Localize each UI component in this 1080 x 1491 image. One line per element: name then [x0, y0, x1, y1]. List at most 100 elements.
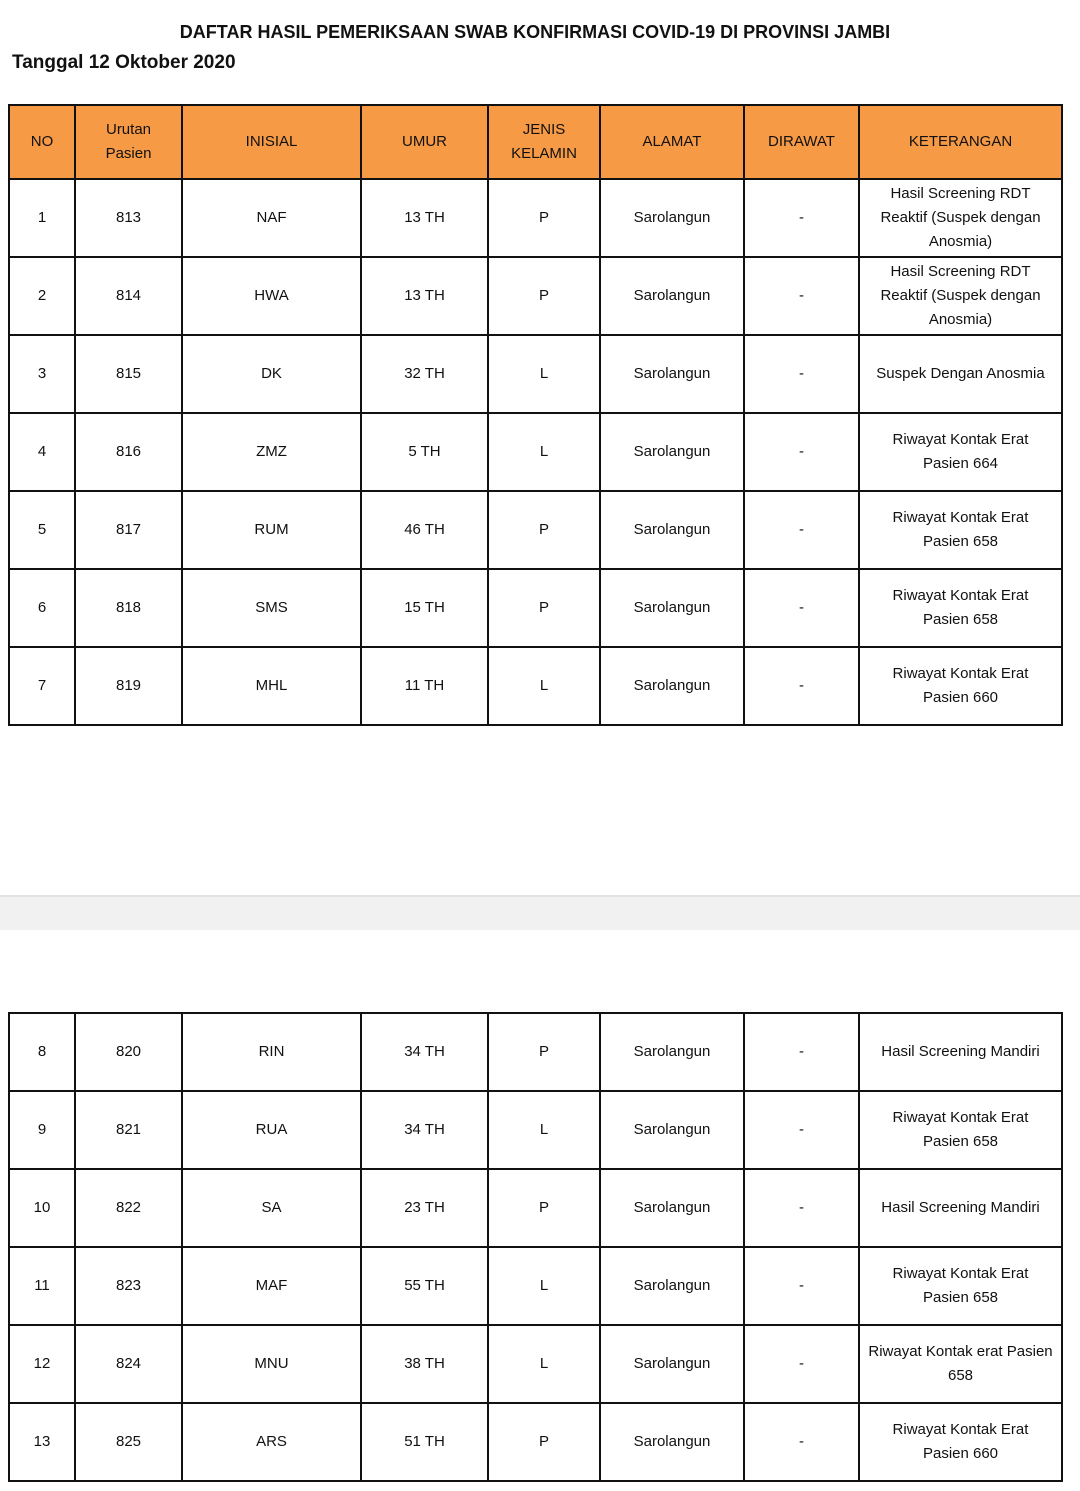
column-header-umur: UMUR: [360, 104, 489, 180]
cell-alamat: Sarolangun: [599, 178, 745, 258]
cell-jenis-kelamin: P: [487, 256, 601, 336]
cell-dirawat: -: [743, 178, 860, 258]
table-row: 13 825 ARS 51 TH P Sarolangun - Riwayat Kontak …: [8, 1402, 1063, 1482]
cell-inisial: SA: [181, 1168, 362, 1248]
cell-umur: 13 TH: [360, 178, 489, 258]
cell-alamat: Sarolangun: [599, 646, 745, 726]
cell-no: 12: [8, 1324, 76, 1404]
cell-jenis-kelamin: P: [487, 178, 601, 258]
cell-keterangan: Riwayat Kontak Erat Pasien 660: [858, 1402, 1063, 1482]
cell-no: 3: [8, 334, 76, 414]
column-header-jenis-kelamin: JENIS KELAMIN: [487, 104, 601, 180]
cell-jenis-kelamin: L: [487, 412, 601, 492]
table-header-row: NO Urutan Pasien INISIAL UMUR JENIS KELAMIN A…: [8, 104, 1063, 180]
cell-umur: 5 TH: [360, 412, 489, 492]
cell-inisial: MHL: [181, 646, 362, 726]
column-header-dirawat: DIRAWAT: [743, 104, 860, 180]
cell-alamat: Sarolangun: [599, 412, 745, 492]
cell-jenis-kelamin: L: [487, 646, 601, 726]
cell-jenis-kelamin: L: [487, 334, 601, 414]
cell-inisial: RUM: [181, 490, 362, 570]
cell-no: 4: [8, 412, 76, 492]
cell-urutan-pasien: 814: [74, 256, 183, 336]
cell-keterangan: Hasil Screening RDT Reaktif (Suspek deng…: [858, 256, 1063, 336]
column-header-inisial: INISIAL: [181, 104, 362, 180]
cell-dirawat: -: [743, 256, 860, 336]
cell-keterangan: Riwayat Kontak Erat Pasien 658: [858, 1246, 1063, 1326]
cell-jenis-kelamin: L: [487, 1090, 601, 1170]
cell-no: 10: [8, 1168, 76, 1248]
cell-inisial: MAF: [181, 1246, 362, 1326]
table-row: 8 820 RIN 34 TH P Sarolangun - Hasil Screening …: [8, 1012, 1063, 1092]
cell-jenis-kelamin: L: [487, 1324, 601, 1404]
cell-urutan-pasien: 815: [74, 334, 183, 414]
cell-alamat: Sarolangun: [599, 568, 745, 648]
cell-jenis-kelamin: P: [487, 1168, 601, 1248]
cell-no: 7: [8, 646, 76, 726]
cell-alamat: Sarolangun: [599, 334, 745, 414]
cell-alamat: Sarolangun: [599, 490, 745, 570]
cell-urutan-pasien: 818: [74, 568, 183, 648]
table-row: 2 814 HWA 13 TH P Sarolangun - Hasil Screening …: [8, 256, 1063, 336]
cell-alamat: Sarolangun: [599, 1090, 745, 1170]
cell-umur: 46 TH: [360, 490, 489, 570]
cell-urutan-pasien: 817: [74, 490, 183, 570]
results-table-page-2: 8 820 RIN 34 TH P Sarolangun - Hasil Screening …: [8, 1012, 1063, 1482]
table-row: 5 817 RUM 46 TH P Sarolangun - Riwayat Kontak E…: [8, 490, 1063, 570]
document-date: Tanggal 12 Oktober 2020: [12, 52, 236, 73]
cell-urutan-pasien: 822: [74, 1168, 183, 1248]
cell-no: 1: [8, 178, 76, 258]
table-row: 11 823 MAF 55 TH L Sarolangun - Riwayat Kontak …: [8, 1246, 1063, 1326]
cell-keterangan: Riwayat Kontak Erat Pasien 660: [858, 646, 1063, 726]
cell-umur: 34 TH: [360, 1090, 489, 1170]
cell-umur: 51 TH: [360, 1402, 489, 1482]
cell-dirawat: -: [743, 646, 860, 726]
cell-keterangan: Riwayat Kontak erat Pasien 658: [858, 1324, 1063, 1404]
cell-no: 6: [8, 568, 76, 648]
document-title: DAFTAR HASIL PEMERIKSAAN SWAB KONFIRMASI…: [179, 22, 891, 42]
results-table-page-1: NO Urutan Pasien INISIAL UMUR JENIS KELAMIN A…: [8, 104, 1063, 726]
cell-inisial: RUA: [181, 1090, 362, 1170]
cell-no: 5: [8, 490, 76, 570]
cell-inisial: SMS: [181, 568, 362, 648]
column-header-alamat: ALAMAT: [599, 104, 745, 180]
cell-jenis-kelamin: L: [487, 1246, 601, 1326]
cell-jenis-kelamin: P: [487, 568, 601, 648]
column-header-urutan-pasien: Urutan Pasien: [74, 104, 183, 180]
table-row: 4 816 ZMZ 5 TH L Sarolangun - Riwayat Kontak Er…: [8, 412, 1063, 492]
cell-no: 9: [8, 1090, 76, 1170]
cell-jenis-kelamin: P: [487, 1012, 601, 1092]
table-row: 3 815 DK 32 TH L Sarolangun - Suspek Dengan Ano…: [8, 334, 1063, 414]
cell-urutan-pasien: 825: [74, 1402, 183, 1482]
column-header-keterangan: KETERANGAN: [858, 104, 1063, 180]
cell-inisial: MNU: [181, 1324, 362, 1404]
cell-urutan-pasien: 813: [74, 178, 183, 258]
cell-dirawat: -: [743, 1012, 860, 1092]
cell-dirawat: -: [743, 412, 860, 492]
cell-dirawat: -: [743, 1402, 860, 1482]
cell-alamat: Sarolangun: [599, 1168, 745, 1248]
cell-inisial: HWA: [181, 256, 362, 336]
cell-alamat: Sarolangun: [599, 1012, 745, 1092]
cell-dirawat: -: [743, 568, 860, 648]
cell-umur: 15 TH: [360, 568, 489, 648]
cell-dirawat: -: [743, 1324, 860, 1404]
cell-umur: 38 TH: [360, 1324, 489, 1404]
cell-keterangan: Riwayat Kontak Erat Pasien 658: [858, 490, 1063, 570]
cell-urutan-pasien: 820: [74, 1012, 183, 1092]
cell-dirawat: -: [743, 1090, 860, 1170]
cell-urutan-pasien: 819: [74, 646, 183, 726]
cell-no: 8: [8, 1012, 76, 1092]
cell-dirawat: -: [743, 1168, 860, 1248]
cell-umur: 55 TH: [360, 1246, 489, 1326]
cell-inisial: RIN: [181, 1012, 362, 1092]
cell-umur: 13 TH: [360, 256, 489, 336]
cell-inisial: NAF: [181, 178, 362, 258]
cell-alamat: Sarolangun: [599, 1402, 745, 1482]
cell-inisial: DK: [181, 334, 362, 414]
cell-dirawat: -: [743, 1246, 860, 1326]
cell-urutan-pasien: 824: [74, 1324, 183, 1404]
cell-dirawat: -: [743, 490, 860, 570]
cell-keterangan: Suspek Dengan Anosmia: [858, 334, 1063, 414]
cell-umur: 23 TH: [360, 1168, 489, 1248]
